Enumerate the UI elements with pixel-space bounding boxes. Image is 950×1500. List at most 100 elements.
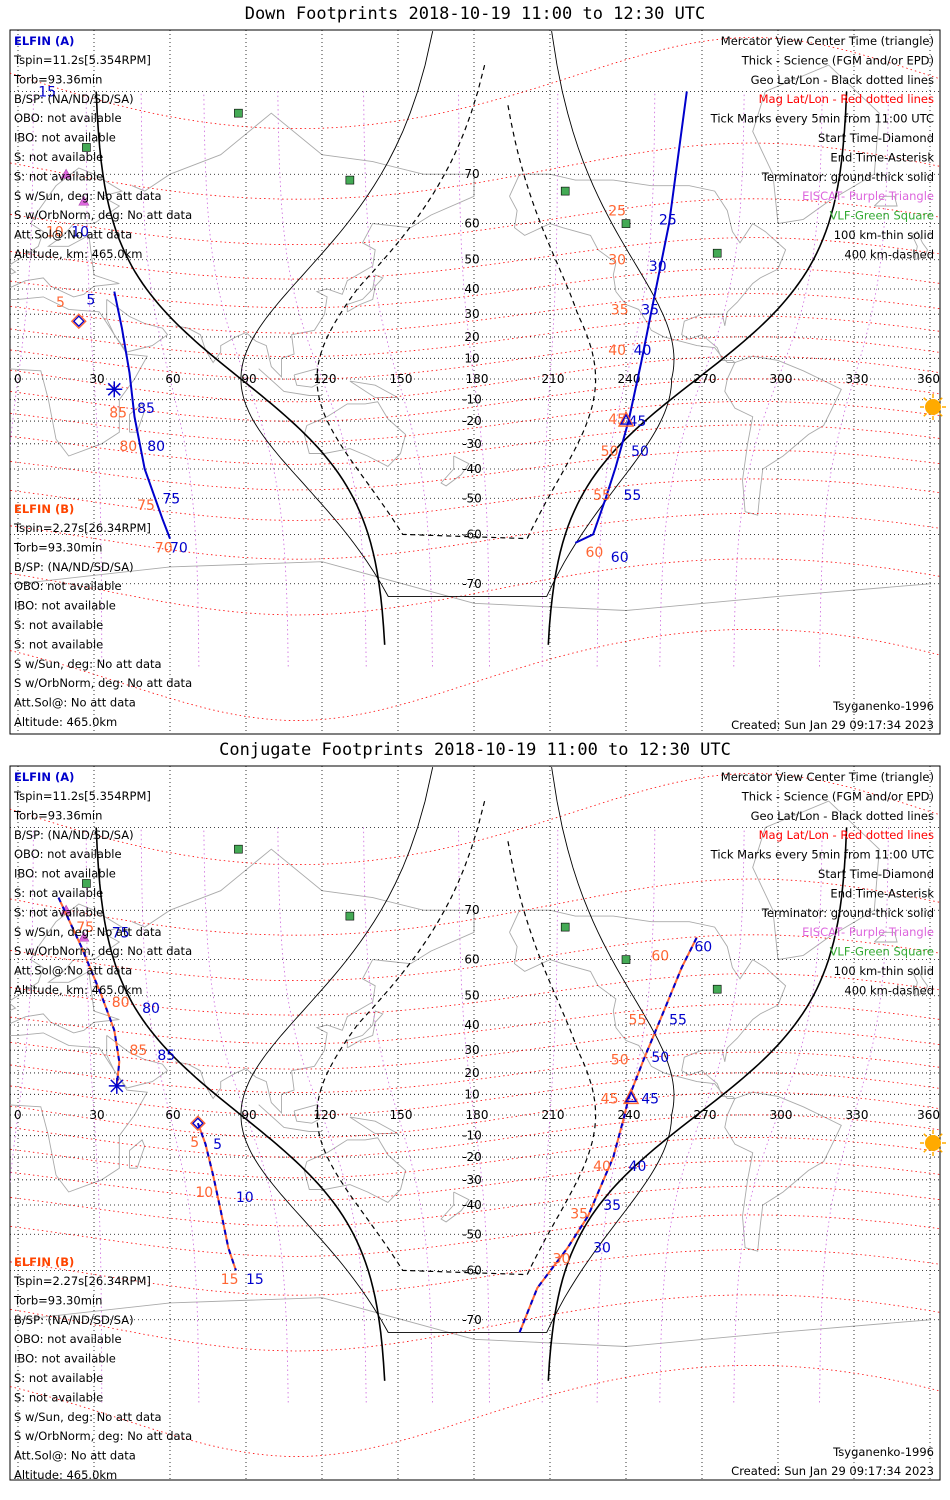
tick-label-b: 35 — [570, 1206, 588, 1222]
sun-icon — [920, 394, 946, 420]
elfin-b-info-line: IBO: not available — [14, 1352, 116, 1366]
coastline — [303, 1137, 407, 1203]
mag-meridian — [458, 91, 490, 667]
coastline — [752, 800, 880, 961]
tick-label-b: 60 — [585, 545, 603, 561]
elfin-b-info-line: B/SP: (NA/ND/SD/SA) — [14, 560, 134, 574]
tick-label-b: 10 — [195, 1185, 213, 1201]
mag-parallel — [10, 1029, 940, 1070]
mag-parallel — [10, 36, 940, 130]
elfin-a-info-line: OBO: not available — [14, 847, 122, 861]
lon-tick-label: 210 — [542, 1108, 565, 1122]
tick-label-b: 80 — [112, 995, 130, 1011]
eiscat-site-triangle — [78, 931, 90, 942]
mag-parallel — [10, 878, 940, 936]
elfin-a-info-line: S w/OrbNorm, deg: No att data — [14, 208, 192, 222]
tick-label-a: 15 — [246, 1272, 264, 1288]
model-label: Tsyganenko-1996 — [832, 699, 934, 713]
center-triangle-b — [617, 410, 635, 427]
tick-label-a: 40 — [634, 343, 652, 359]
mag-parallel — [10, 449, 940, 491]
elfin-a-info-line: Torb=93.36min — [13, 808, 102, 822]
tick-label-a: 60 — [694, 940, 712, 956]
coastline — [106, 299, 169, 353]
coastline — [873, 931, 898, 943]
elfin-b-info-line: OBO: not available — [14, 1332, 122, 1346]
mag-parallel — [10, 628, 940, 722]
coastline — [131, 112, 475, 378]
legend-item: Geo Lat/Lon - Black dotted lines — [751, 73, 934, 87]
elfin-b-info-line: Torb=93.30min — [13, 1293, 102, 1307]
elfin-a-info-line: S: not available — [14, 169, 103, 183]
elfin-b-info-line: S: not available — [14, 637, 103, 651]
tick-label-a: 10 — [71, 225, 89, 241]
end-asterisk — [108, 1077, 125, 1094]
mag-parallel — [10, 1248, 940, 1296]
lat-tick-label: -40 — [462, 1198, 482, 1212]
lon-tick-label: 300 — [770, 372, 793, 386]
mag-parallel — [10, 1160, 940, 1201]
tick-label-b: 60 — [651, 948, 669, 964]
lon-tick-label: 0 — [14, 1108, 22, 1122]
created-timestamp: Created: Sun Jan 29 09:17:34 2023 — [731, 718, 934, 732]
lat-tick-label: -60 — [462, 1263, 482, 1277]
coastline — [106, 1035, 169, 1089]
elfin-b-info-line: S: not available — [14, 1390, 103, 1404]
vlf-site-square — [560, 922, 570, 932]
center-triangle-a — [619, 413, 633, 425]
tick-label-a: 45 — [641, 1091, 659, 1107]
coastline — [10, 903, 124, 1034]
coastline — [303, 401, 407, 467]
legend-item: Mag Lat/Lon - Red dotted lines — [759, 92, 934, 106]
elfin-a-info-line: Tspin=11.2s[5.354RPM] — [13, 789, 151, 803]
tick-label-b: 55 — [593, 488, 611, 504]
lat-tick-label: 50 — [464, 989, 479, 1003]
map-content: 0 30 60 90 120 150 180 210 240 270 300 330 360 70 60 50… — [9, 765, 941, 1482]
lat-tick-label: -70 — [462, 1313, 482, 1327]
lat-tick-label: 10 — [464, 351, 479, 365]
elfin-a-info-line: B/SP: (NA/ND/SD/SA) — [14, 828, 134, 842]
tick-label-a: 25 — [659, 212, 677, 228]
lat-tick-label: -70 — [462, 577, 482, 591]
elfin-b-info-line: Att.Sol@: No att data — [14, 696, 136, 710]
start-diamond-b — [189, 1115, 206, 1132]
mag-meridian — [203, 827, 289, 1403]
coastline — [258, 368, 322, 396]
vlf-site-square — [82, 879, 91, 888]
tick-label-a: 85 — [157, 1048, 175, 1064]
mag-meridian — [277, 827, 367, 1403]
panel-title-down: Down Footprints 2018-10-19 11:00 to 12:3… — [244, 4, 706, 24]
lat-tick-label: -20 — [462, 414, 482, 428]
mag-parallel — [10, 1091, 940, 1139]
lat-tick-label: -60 — [462, 527, 482, 541]
tick-label-b: 80 — [119, 439, 137, 455]
center-triangle-a — [624, 1091, 638, 1103]
lat-tick-label: -10 — [462, 1129, 482, 1143]
elfin-b-info-line: OBO: not available — [14, 579, 122, 593]
tick-label-a: 55 — [623, 488, 641, 504]
mag-parallel — [10, 772, 940, 866]
tick-label-b: 85 — [109, 405, 127, 421]
lat-tick-label: 40 — [464, 282, 479, 296]
terminator-ground-left — [95, 91, 386, 645]
mag-parallel — [10, 1136, 940, 1179]
elfin-b-info-line: S w/OrbNorm, deg: No att data — [14, 676, 192, 690]
lat-tick-label: 40 — [464, 1018, 479, 1032]
map-panel-down: 0 30 60 90 120 150 180 210 240 270 300 330 360 70 60 50… — [9, 29, 946, 735]
tick-label-a: 35 — [641, 302, 659, 318]
tick-label-a: 80 — [142, 1001, 160, 1017]
center-triangle-b — [622, 1087, 640, 1105]
mag-parallel — [10, 400, 940, 443]
lon-tick-label: 180 — [466, 1108, 489, 1122]
tick-label-a: 55 — [669, 1013, 687, 1029]
mag-parallel — [10, 973, 940, 1016]
coastline — [349, 380, 399, 399]
lon-tick-label: 120 — [314, 372, 337, 386]
elfin-a-info-line: Torb=93.36min — [13, 72, 102, 86]
legend-item: EISCAT- Purple Triangle — [802, 925, 934, 939]
lat-tick-label: -10 — [462, 393, 482, 407]
elfin-a-info-line: IBO: not available — [14, 867, 116, 881]
legend-item: Mercator View Center Time (triangle) — [721, 770, 934, 784]
lon-tick-label: 300 — [770, 1108, 793, 1122]
coastline — [10, 167, 124, 298]
